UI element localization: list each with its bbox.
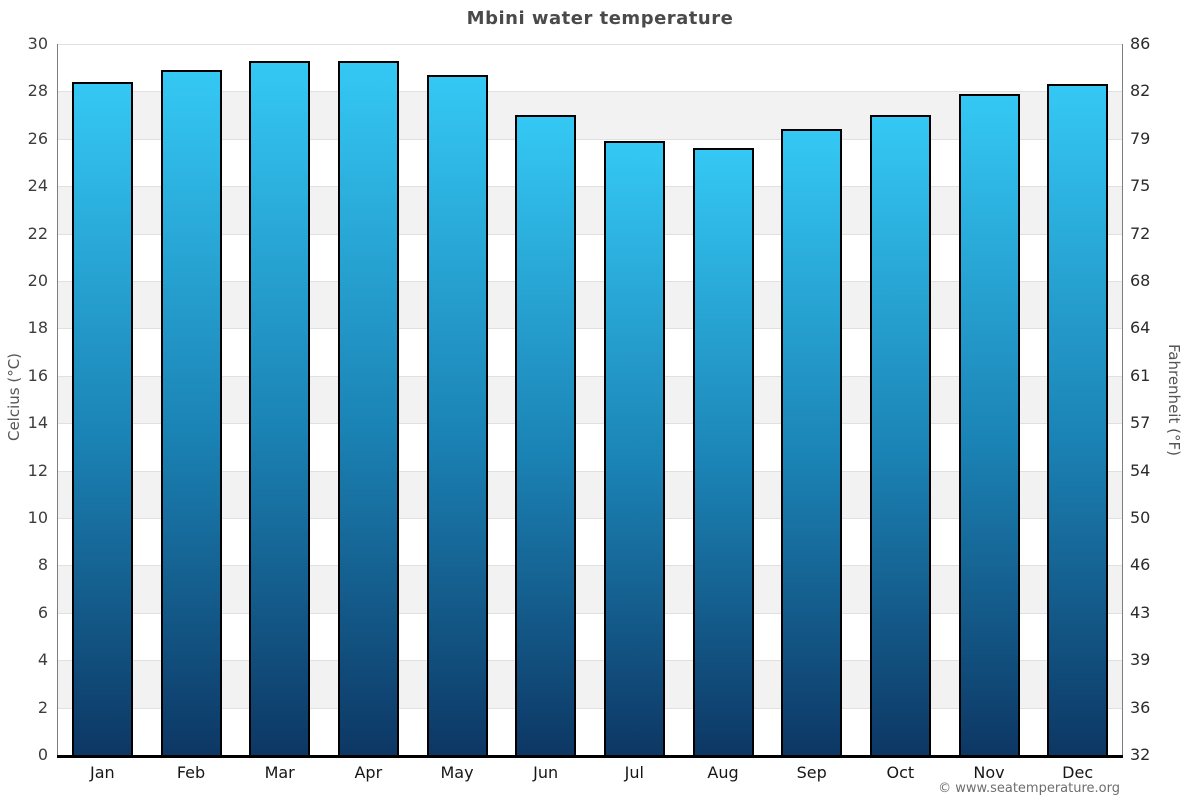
background-band-22-24 <box>58 186 1122 234</box>
month-label-jan: Jan <box>89 763 115 782</box>
fahrenheit-tick-86: 86 <box>1130 34 1151 53</box>
celsius-tick-18: 18 <box>27 318 48 338</box>
celsius-tick-0: 0 <box>37 745 48 764</box>
fahrenheit-tick-50: 50 <box>1130 508 1151 527</box>
gridline-26 <box>58 138 1122 140</box>
gridline-14 <box>58 423 1122 425</box>
fahrenheit-tick-82: 82 <box>1130 81 1151 101</box>
background-band-26-28 <box>58 91 1122 139</box>
celsius-tick-14: 14 <box>27 413 48 433</box>
gridline-10 <box>58 518 1122 519</box>
celsius-tick-2: 2 <box>37 697 48 717</box>
background-band-18-20 <box>58 281 1122 329</box>
fahrenheit-tick-68: 68 <box>1130 271 1151 290</box>
month-label-feb: Feb <box>176 763 206 782</box>
fahrenheit-tick-43: 43 <box>1130 602 1151 622</box>
gridline-12 <box>58 470 1122 472</box>
background-band-14-16 <box>58 375 1122 424</box>
celsius-tick-26: 26 <box>27 128 48 148</box>
background-band-10-12 <box>58 470 1122 518</box>
month-label-oct: Oct <box>886 763 915 782</box>
month-label-aug: Aug <box>707 763 739 782</box>
celsius-tick-16: 16 <box>27 365 48 385</box>
y-axis-right-title: Fahrenheit (°F) <box>1165 344 1183 456</box>
celsius-tick-22: 22 <box>27 223 48 243</box>
bar-jun <box>515 115 577 755</box>
bar-mar <box>249 60 311 755</box>
celsius-tick-4: 4 <box>37 650 48 670</box>
month-label-dec: Dec <box>1062 763 1094 782</box>
fahrenheit-tick-32: 32 <box>1130 745 1151 764</box>
month-label-jul: Jul <box>624 763 644 782</box>
bar-jan <box>71 81 133 755</box>
celsius-tick-10: 10 <box>27 508 48 527</box>
celsius-tick-28: 28 <box>27 81 48 101</box>
gridline-2 <box>58 707 1122 709</box>
fahrenheit-tick-57: 57 <box>1130 413 1151 433</box>
fahrenheit-tick-54: 54 <box>1130 460 1151 480</box>
bar-aug <box>692 148 754 755</box>
month-label-apr: Apr <box>354 763 383 782</box>
bar-feb <box>160 70 222 755</box>
fahrenheit-tick-39: 39 <box>1130 650 1151 670</box>
month-label-may: May <box>440 763 474 782</box>
copyright-text: © www.seatemperature.org <box>938 781 1120 796</box>
bar-dec <box>1047 84 1109 755</box>
x-axis-line <box>57 755 1123 758</box>
fahrenheit-tick-75: 75 <box>1130 176 1151 196</box>
month-label-mar: Mar <box>264 763 295 782</box>
celsius-tick-6: 6 <box>37 602 48 622</box>
gridline-8 <box>58 565 1122 567</box>
bar-jul <box>603 141 665 755</box>
celsius-tick-8: 8 <box>37 555 48 575</box>
month-label-sep: Sep <box>796 763 827 782</box>
fahrenheit-tick-61: 61 <box>1130 365 1151 385</box>
celsius-tick-20: 20 <box>27 271 48 290</box>
y-axis-left-line <box>57 44 58 756</box>
gridline-28 <box>58 91 1122 93</box>
bar-oct <box>869 115 931 755</box>
background-band-2-4 <box>58 660 1122 708</box>
bar-sep <box>781 129 843 755</box>
fahrenheit-tick-36: 36 <box>1130 697 1151 717</box>
celsius-tick-12: 12 <box>27 460 48 480</box>
bar-nov <box>958 93 1020 755</box>
gridline-4 <box>58 660 1122 662</box>
fahrenheit-tick-64: 64 <box>1130 318 1151 338</box>
y-axis-left-title: Celcius (°C) <box>5 352 23 442</box>
month-label-nov: Nov <box>973 763 1005 782</box>
celsius-tick-24: 24 <box>27 176 48 196</box>
celsius-tick-30: 30 <box>27 34 48 53</box>
bar-may <box>426 74 488 755</box>
gridline-24 <box>58 186 1122 188</box>
background-band-6-8 <box>58 565 1122 613</box>
fahrenheit-tick-46: 46 <box>1130 555 1151 575</box>
gridline-20 <box>58 281 1122 282</box>
gridline-6 <box>58 612 1122 614</box>
fahrenheit-tick-79: 79 <box>1130 128 1151 148</box>
gridline-18 <box>58 328 1122 330</box>
gridline-30 <box>58 44 1122 45</box>
plot-area <box>58 44 1122 755</box>
gridline-22 <box>58 233 1122 235</box>
chart-title: Mbini water temperature <box>466 8 734 29</box>
y-axis-right-line <box>1122 44 1123 756</box>
month-label-jun: Jun <box>533 763 559 782</box>
gridline-16 <box>58 375 1122 377</box>
fahrenheit-tick-72: 72 <box>1130 223 1151 243</box>
bar-apr <box>337 60 399 755</box>
